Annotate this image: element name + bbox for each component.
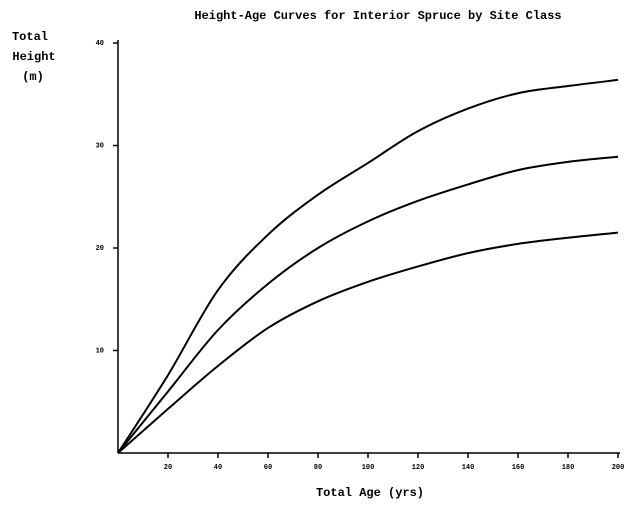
x-tick-label: 20 bbox=[164, 464, 172, 472]
x-tick-label: 120 bbox=[412, 464, 425, 472]
curve bbox=[117, 155, 619, 454]
y-axis-label: Height bbox=[12, 50, 55, 64]
x-tick-label: 180 bbox=[562, 464, 575, 472]
x-tick-label: 80 bbox=[314, 464, 322, 472]
chart-title: Height-Age Curves for Interior Spruce by… bbox=[194, 9, 561, 23]
x-tick-label: 200 bbox=[612, 464, 625, 472]
x-axis-label: Total Age (yrs) bbox=[316, 486, 424, 500]
x-tick-label: 140 bbox=[462, 464, 475, 472]
y-tick-label: 30 bbox=[96, 142, 104, 150]
x-tick-label: 100 bbox=[362, 464, 375, 472]
y-axis-label: Total bbox=[12, 30, 48, 44]
y-tick-label: 40 bbox=[96, 40, 104, 48]
x-tick-label: 60 bbox=[264, 464, 272, 472]
y-tick-label: 20 bbox=[96, 245, 104, 253]
x-tick-label: 160 bbox=[512, 464, 525, 472]
curve bbox=[117, 78, 619, 454]
y-tick-label: 10 bbox=[96, 347, 104, 355]
x-tick-label: 40 bbox=[214, 464, 222, 472]
curve bbox=[117, 231, 619, 454]
y-axis-label: (m) bbox=[22, 70, 44, 84]
